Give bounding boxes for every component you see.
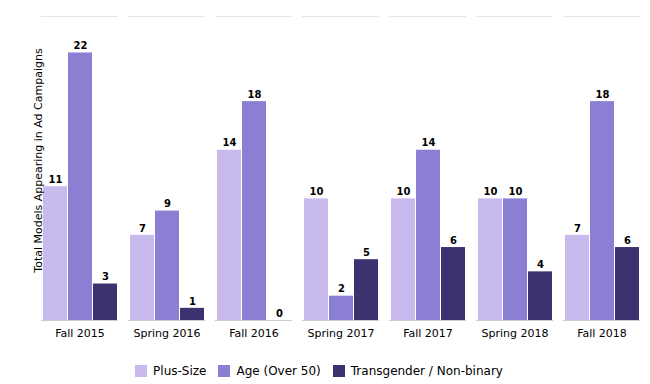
svg-text:22: 22 bbox=[74, 40, 88, 51]
svg-text:Fall 2017: Fall 2017 bbox=[403, 327, 453, 340]
html-text:Age (Over 50): Age (Over 50) bbox=[236, 363, 321, 378]
svg-text:10: 10 bbox=[509, 186, 523, 197]
svg-text:10: 10 bbox=[397, 186, 411, 197]
svg-text:5: 5 bbox=[363, 247, 370, 258]
svg-text:3: 3 bbox=[102, 271, 109, 282]
svg-text:14: 14 bbox=[422, 137, 436, 148]
svg-text:7: 7 bbox=[574, 223, 581, 234]
svg-text:0: 0 bbox=[276, 308, 283, 319]
svg-text:Fall 2018: Fall 2018 bbox=[577, 327, 627, 340]
svg-text:Fall 2016: Fall 2016 bbox=[229, 327, 279, 340]
svg-text:11: 11 bbox=[49, 174, 63, 185]
svg-text:10: 10 bbox=[484, 186, 498, 197]
svg-text:Fall 2015: Fall 2015 bbox=[55, 327, 105, 340]
html-text:Plus-Size: Plus-Size bbox=[153, 363, 207, 378]
svg-text:14: 14 bbox=[223, 137, 237, 148]
svg-text:2: 2 bbox=[338, 283, 345, 294]
svg-text:18: 18 bbox=[596, 89, 610, 100]
svg-text:1: 1 bbox=[189, 296, 196, 307]
html-text:Transgender / Non-binary: Transgender / Non-binary bbox=[350, 363, 503, 378]
svg-text:6: 6 bbox=[450, 235, 457, 246]
svg-text:Spring 2016: Spring 2016 bbox=[134, 327, 201, 340]
svg-text:4: 4 bbox=[537, 259, 544, 270]
svg-text:7: 7 bbox=[139, 223, 146, 234]
svg-text:10: 10 bbox=[310, 186, 324, 197]
svg-text:18: 18 bbox=[248, 89, 262, 100]
svg-text:Total Models Appearing in Ad C: Total Models Appearing in Ad Campaigns bbox=[32, 48, 45, 274]
svg-text:9: 9 bbox=[164, 198, 171, 209]
svg-text:Spring 2017: Spring 2017 bbox=[308, 327, 375, 340]
svg-text:Spring 2018: Spring 2018 bbox=[482, 327, 549, 340]
svg-text:6: 6 bbox=[624, 235, 631, 246]
